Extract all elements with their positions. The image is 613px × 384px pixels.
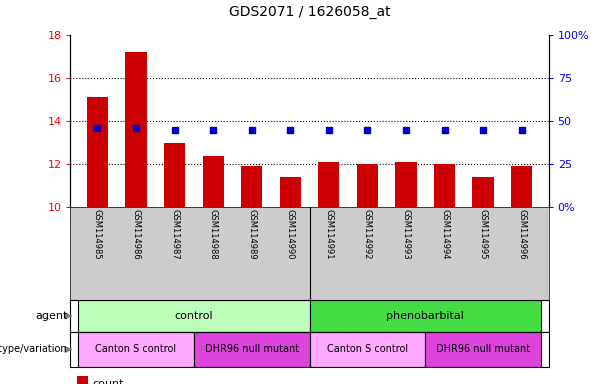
Text: GSM114987: GSM114987 <box>170 209 179 260</box>
Point <box>93 125 102 131</box>
Text: control: control <box>175 311 213 321</box>
Text: GSM114985: GSM114985 <box>93 209 102 260</box>
Point <box>324 127 333 133</box>
Bar <box>310 300 541 332</box>
Point <box>286 127 295 133</box>
Point <box>208 127 218 133</box>
Bar <box>310 332 425 367</box>
Bar <box>425 332 541 367</box>
Text: GDS2071 / 1626058_at: GDS2071 / 1626058_at <box>229 5 390 19</box>
Point <box>478 127 488 133</box>
Text: GSM114994: GSM114994 <box>440 209 449 260</box>
Text: GSM114991: GSM114991 <box>324 209 333 260</box>
Bar <box>241 166 262 207</box>
Text: GSM114996: GSM114996 <box>517 209 526 260</box>
Text: Canton S control: Canton S control <box>327 344 408 354</box>
Text: GSM114986: GSM114986 <box>132 209 140 260</box>
Bar <box>126 52 147 207</box>
Text: GSM114995: GSM114995 <box>479 209 487 260</box>
Text: GSM114990: GSM114990 <box>286 209 295 260</box>
Text: agent: agent <box>35 311 67 321</box>
Bar <box>473 177 493 207</box>
Bar <box>202 156 224 207</box>
Point <box>170 127 180 133</box>
Bar <box>357 164 378 207</box>
Text: phenobarbital: phenobarbital <box>386 311 464 321</box>
Point <box>362 127 372 133</box>
Text: GSM114989: GSM114989 <box>247 209 256 260</box>
Point <box>247 127 257 133</box>
Text: Canton S control: Canton S control <box>96 344 177 354</box>
Bar <box>78 300 310 332</box>
Text: DHR96 null mutant: DHR96 null mutant <box>205 344 299 354</box>
Bar <box>87 97 108 207</box>
Point <box>517 127 527 133</box>
Bar <box>280 177 301 207</box>
Point <box>440 127 449 133</box>
Bar <box>164 142 185 207</box>
Bar <box>194 332 310 367</box>
Bar <box>78 332 194 367</box>
Bar <box>395 162 417 207</box>
Text: count: count <box>92 379 123 384</box>
Bar <box>511 166 532 207</box>
Text: GSM114993: GSM114993 <box>402 209 411 260</box>
Text: GSM114992: GSM114992 <box>363 209 372 260</box>
Text: GSM114988: GSM114988 <box>208 209 218 260</box>
Point <box>131 125 141 131</box>
Bar <box>434 164 455 207</box>
Point <box>401 127 411 133</box>
Text: DHR96 null mutant: DHR96 null mutant <box>436 344 530 354</box>
Text: genotype/variation: genotype/variation <box>0 344 67 354</box>
Bar <box>318 162 340 207</box>
